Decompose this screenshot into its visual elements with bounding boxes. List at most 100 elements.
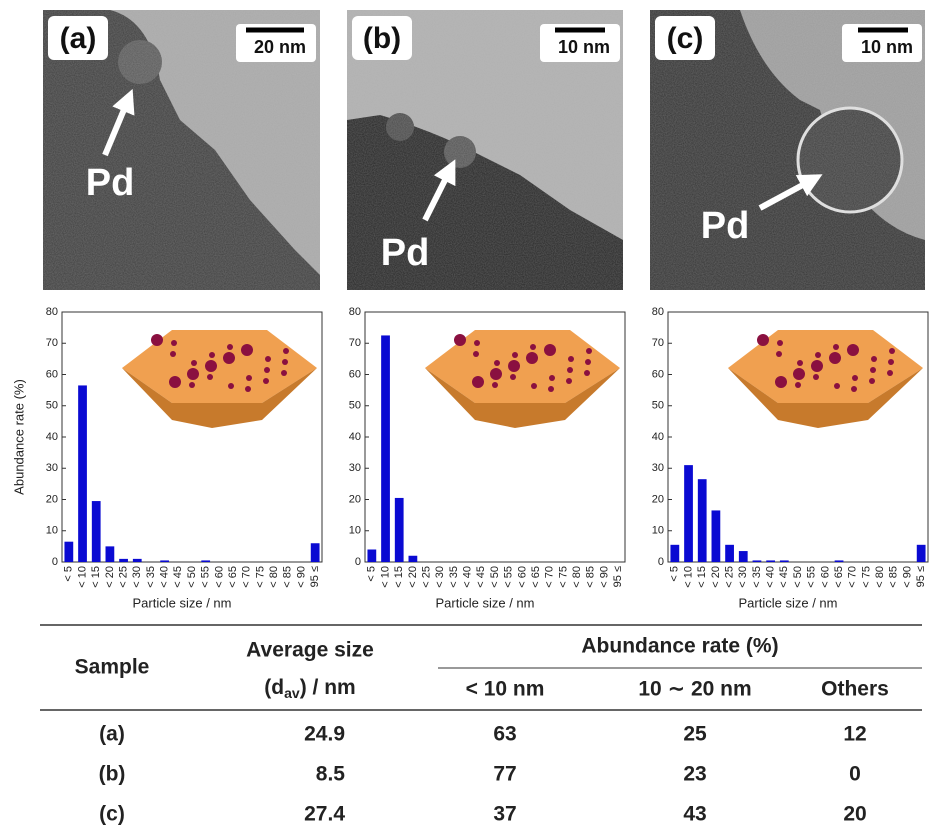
particle: [265, 356, 271, 362]
bar: [64, 542, 73, 562]
particle: [282, 359, 288, 365]
table-cell: 12: [843, 723, 866, 746]
particle: [585, 359, 591, 365]
x-tick-label: < 60: [213, 566, 225, 588]
x-tick-label: < 20: [407, 566, 419, 588]
x-tick-label: < 10: [379, 566, 391, 588]
x-tick-label: < 55: [200, 566, 212, 588]
table-cell: 23: [683, 763, 706, 786]
particle: [852, 375, 858, 381]
x-tick-label: < 35: [448, 566, 460, 588]
bar: [753, 560, 762, 562]
bar: [367, 550, 376, 563]
particle: [492, 382, 498, 388]
particle: [171, 340, 177, 346]
scale-label: 10 nm: [861, 37, 913, 57]
bar: [201, 560, 210, 562]
table-cell: (c): [99, 803, 125, 826]
y-tick-label: 0: [355, 556, 361, 568]
bar: [311, 543, 320, 562]
table-cell: 20: [843, 803, 866, 826]
table-cell: 24.9: [304, 723, 345, 746]
x-tick-label: < 75: [557, 566, 569, 588]
y-axis-label: Abundance rate (%): [11, 379, 26, 495]
particle: [567, 367, 573, 373]
particle: [189, 382, 195, 388]
particle: [191, 360, 197, 366]
particle: [584, 370, 590, 376]
y-tick-label: 50: [46, 400, 58, 412]
bar: [160, 560, 169, 562]
x-tick-label: < 80: [268, 566, 280, 588]
x-tick-label: 95 ≤: [915, 566, 927, 587]
x-tick-label: < 40: [765, 566, 777, 588]
bar: [835, 560, 844, 562]
x-tick-label: < 55: [806, 566, 818, 588]
particle: [871, 356, 877, 362]
x-tick-label: < 45: [475, 566, 487, 588]
particle: [207, 374, 213, 380]
y-tick-label: 40: [349, 431, 361, 443]
particle: [510, 374, 516, 380]
table-cell: 43: [683, 803, 706, 826]
x-tick-label: < 85: [888, 566, 900, 588]
particle: [508, 360, 520, 372]
y-tick-label: 10: [46, 525, 58, 537]
inset-illustration: [425, 330, 620, 428]
table-header: Average size: [246, 639, 374, 662]
inset-illustration: [728, 330, 923, 428]
particle: [887, 370, 893, 376]
table-cell: 37: [493, 803, 516, 826]
particle: [473, 351, 479, 357]
particle: [472, 376, 484, 388]
panel-label: (a): [60, 22, 97, 55]
particle: [834, 383, 840, 389]
particle: [815, 352, 821, 358]
particle: [263, 378, 269, 384]
y-tick-label: 50: [349, 400, 361, 412]
x-tick-label: < 5: [366, 566, 378, 582]
bar: [381, 335, 390, 562]
particle: [151, 334, 163, 346]
x-tick-label: < 15: [696, 566, 708, 588]
x-tick-label: < 15: [90, 566, 102, 588]
particle: [797, 360, 803, 366]
bar: [409, 556, 418, 562]
particle: [829, 352, 841, 364]
bar: [739, 551, 748, 562]
particle: [795, 382, 801, 388]
particle: [512, 352, 518, 358]
x-tick-label: < 25: [723, 566, 735, 588]
bar: [766, 560, 775, 562]
y-tick-label: 40: [46, 431, 58, 443]
x-tick-label: < 40: [462, 566, 474, 588]
x-tick-label: < 90: [295, 566, 307, 588]
bar: [725, 545, 734, 562]
header-part: ) / nm: [300, 676, 356, 699]
particle: [757, 334, 769, 346]
scale-label: 20 nm: [254, 37, 306, 57]
x-tick-label: < 80: [874, 566, 886, 588]
x-tick-label: < 50: [489, 566, 501, 588]
y-tick-label: 80: [652, 306, 664, 318]
x-tick-label: < 35: [751, 566, 763, 588]
particle: [566, 378, 572, 384]
bar: [670, 545, 679, 562]
y-tick-label: 30: [349, 462, 361, 474]
particle: [888, 359, 894, 365]
bar: [684, 465, 693, 562]
bar: [92, 501, 101, 562]
y-tick-label: 70: [652, 337, 664, 349]
x-tick-label: < 65: [833, 566, 845, 588]
particle: [264, 367, 270, 373]
particle: [870, 367, 876, 373]
page: Sample Average size (dav) / nm Abundance…: [0, 0, 932, 835]
x-tick-label: < 35: [145, 566, 157, 588]
table-cell: 77: [493, 763, 516, 786]
x-tick-label: < 10: [76, 566, 88, 588]
y-tick-label: 80: [349, 306, 361, 318]
x-tick-label: < 50: [186, 566, 198, 588]
y-tick-label: 30: [46, 462, 58, 474]
particle: [281, 370, 287, 376]
inset-illustration: [122, 330, 317, 428]
